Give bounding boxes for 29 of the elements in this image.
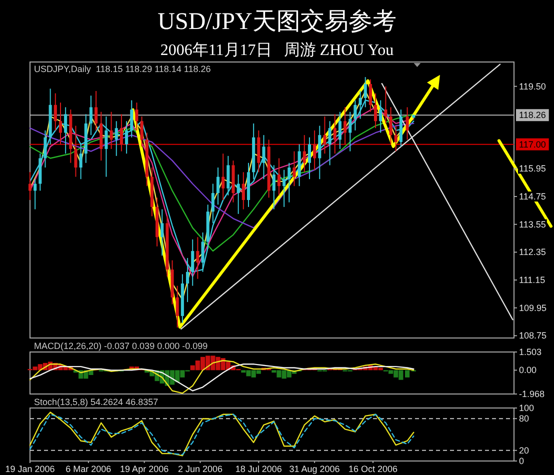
x-tick-label: 6 Mar 2006 <box>66 464 112 474</box>
y-tick-label: 119.50 <box>519 81 546 92</box>
text: Stoch(13,5,8) 54.2624 46.8357 <box>34 397 158 407</box>
chart-subtitle: 2006年11月17日 周游 ZHOU You <box>160 42 394 59</box>
ref-line-label: 117.00 <box>519 139 546 150</box>
y-tick-label: 109.95 <box>519 302 547 313</box>
y-tick-label: 112.35 <box>519 247 546 258</box>
y-tick-label: 113.55 <box>519 219 546 230</box>
y-tick-label: 80 <box>519 414 530 424</box>
y-tick-label: 1.503 <box>519 347 542 357</box>
chart-title: USD/JPY天图交易参考 <box>158 8 396 35</box>
y-tick-label: 100 <box>519 403 534 413</box>
x-tick-label: 2 Jun 2006 <box>178 464 222 474</box>
y-tick-label: 0 <box>519 456 524 466</box>
y-tick-label: 111.15 <box>519 275 546 286</box>
annotation: USDJPY,Daily 118.15 118.29 118.14 118.26 <box>34 64 211 74</box>
y-tick-label: -1.968 <box>519 389 545 399</box>
y-tick-label: 115.95 <box>519 164 546 174</box>
x-tick-label: 16 Oct 2006 <box>348 464 398 474</box>
x-tick-label: 19 Apr 2006 <box>120 464 169 474</box>
ref-line-label: 118.26 <box>519 110 546 120</box>
x-tick-label: 18 Jul 2006 <box>235 464 282 474</box>
x-tick-label: 31 Aug 2006 <box>289 464 340 474</box>
y-tick-label: 114.75 <box>519 192 546 202</box>
y-tick-label: 108.75 <box>519 330 547 341</box>
y-tick-label: 0.00 <box>519 365 537 376</box>
y-tick-label: 20 <box>519 445 530 456</box>
text: MACD(12,26,20) -0.037 0.039 0.000 -0.099 <box>34 341 208 351</box>
x-tick-label: 19 Jan 2006 <box>5 464 55 474</box>
